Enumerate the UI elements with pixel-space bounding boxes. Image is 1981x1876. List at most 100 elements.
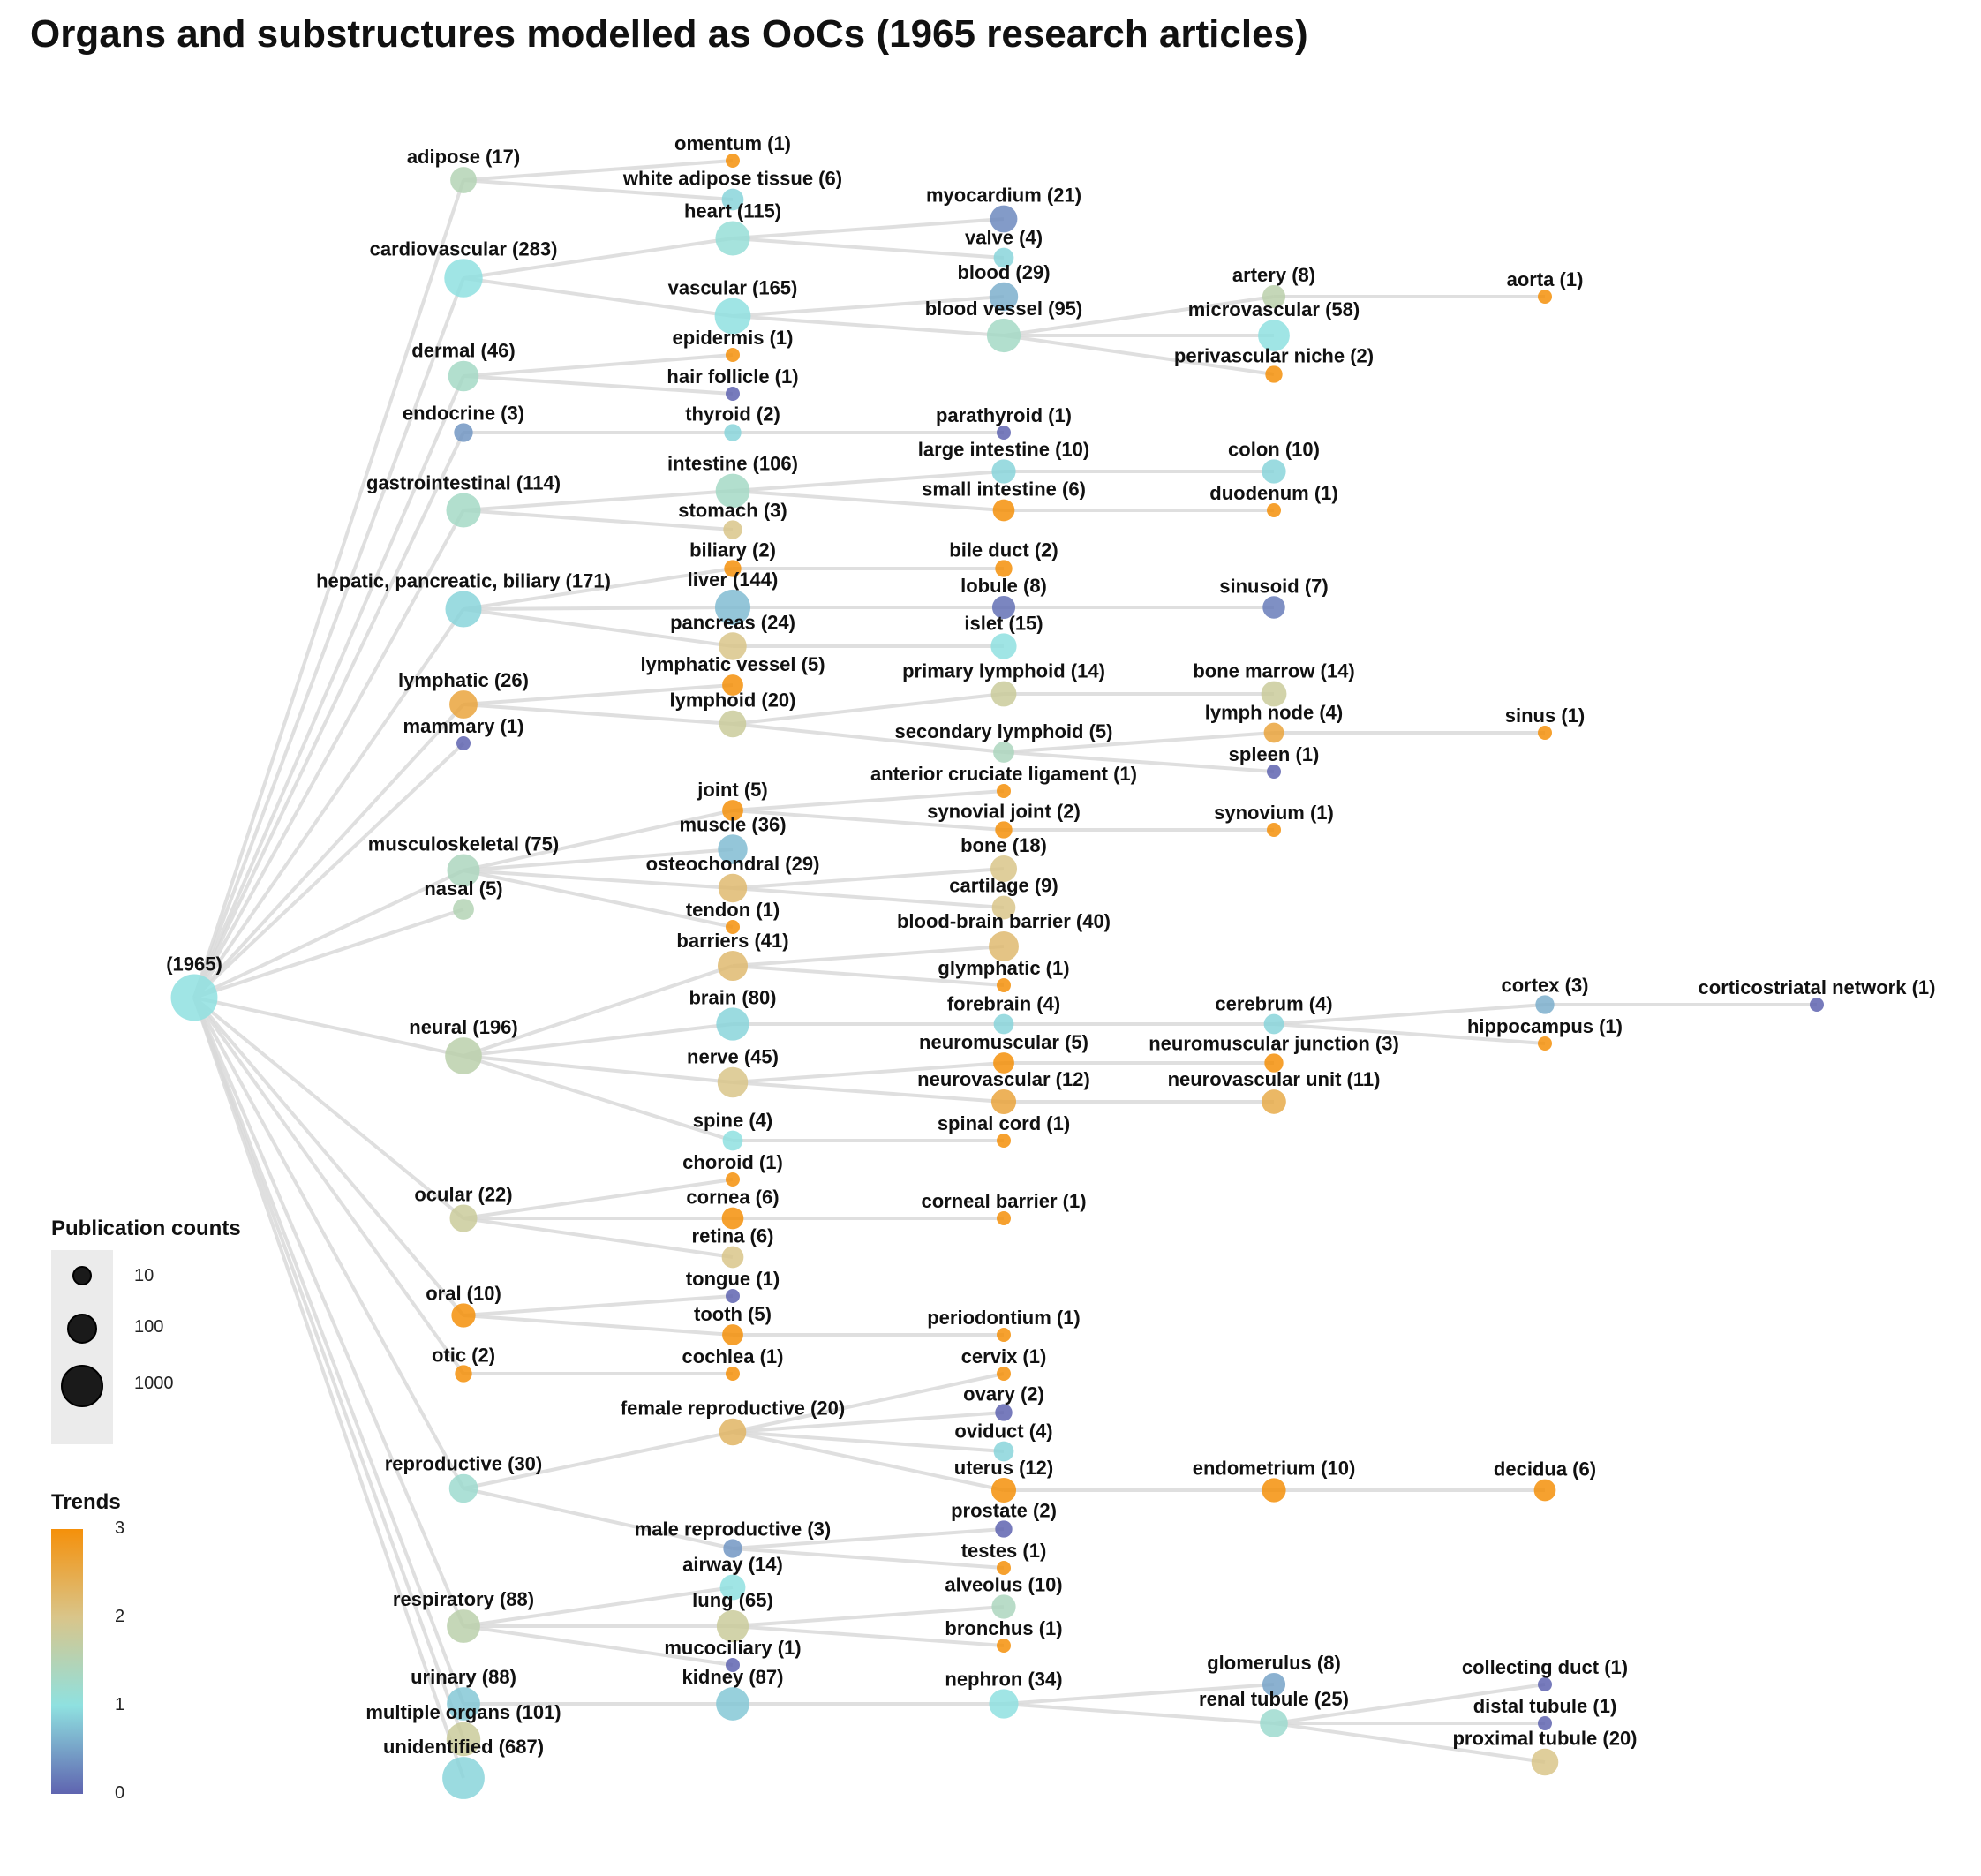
node-label-perivascular: perivascular niche (2) bbox=[1174, 344, 1374, 366]
node-primlymph bbox=[990, 681, 1017, 707]
edge-root-hpb bbox=[192, 607, 465, 999]
node-smallint bbox=[992, 499, 1015, 522]
edge-lymphoid-primlymph bbox=[732, 692, 1005, 726]
node-ocular bbox=[449, 1204, 478, 1232]
node-label-lymphnode: lymph node (4) bbox=[1205, 702, 1343, 724]
edge-malerepro-testes bbox=[732, 1547, 1005, 1570]
node-label-alveolus: alveolus (10) bbox=[945, 1573, 1062, 1595]
node-label-biliary: biliary (2) bbox=[689, 539, 776, 561]
node-label-adipose: adipose (17) bbox=[407, 146, 520, 168]
colorbar-label-0: 0 bbox=[115, 1783, 125, 1803]
node-resp bbox=[447, 1609, 480, 1643]
node-label-cornealbarrier: corneal barrier (1) bbox=[921, 1190, 1086, 1212]
node-repro bbox=[448, 1473, 478, 1503]
edge-bloodvessel-perivascular bbox=[1003, 334, 1275, 376]
node-label-dermal: dermal (46) bbox=[411, 340, 515, 362]
node-label-otic: otic (2) bbox=[432, 1344, 495, 1366]
node-label-corticostriatal: corticostriatal network (1) bbox=[1699, 976, 1936, 998]
node-malerepro bbox=[723, 1539, 742, 1558]
node-barriers bbox=[717, 950, 749, 982]
edge-hpb-biliary bbox=[463, 567, 734, 611]
node-label-decidua: decidua (6) bbox=[1494, 1458, 1596, 1480]
size-dot-medium bbox=[67, 1314, 97, 1344]
node-label-myocardium: myocardium (21) bbox=[926, 185, 1081, 207]
edge-repro-femrepro bbox=[463, 1430, 734, 1490]
node-neurovascular bbox=[990, 1089, 1017, 1115]
node-ovary bbox=[995, 1404, 1013, 1421]
node-label-glymphatic: glymphatic (1) bbox=[938, 957, 1069, 979]
edge-cardio-vascular bbox=[463, 276, 734, 318]
edge-intestine-smallint bbox=[732, 489, 1005, 512]
edge-joint-acl bbox=[732, 789, 1005, 812]
node-cornea bbox=[721, 1207, 744, 1230]
node-kidney bbox=[716, 1687, 749, 1721]
node-bbb bbox=[989, 931, 1019, 961]
node-label-root: (1965) bbox=[166, 953, 222, 976]
colorbar-tick-2 bbox=[83, 1616, 90, 1618]
colorbar-tick-1 bbox=[83, 1705, 90, 1706]
node-unidentified bbox=[442, 1757, 485, 1799]
node-label-omentum: omentum (1) bbox=[674, 132, 791, 154]
node-label-valve: valve (4) bbox=[965, 227, 1043, 249]
node-label-neurovascular: neurovascular (12) bbox=[917, 1068, 1090, 1090]
node-label-aorta: aorta (1) bbox=[1507, 268, 1584, 290]
size-legend: Publication counts 10 100 1000 bbox=[51, 1217, 241, 1444]
edge-seclymph-spleen bbox=[1003, 750, 1275, 773]
node-heart bbox=[715, 221, 750, 256]
node-oviduct bbox=[993, 1441, 1014, 1462]
node-label-nerve: nerve (45) bbox=[687, 1046, 779, 1068]
node-uterus bbox=[990, 1477, 1017, 1503]
node-lymphoid bbox=[719, 710, 747, 738]
edge-root-gi bbox=[192, 509, 465, 998]
edge-femrepro-oviduct bbox=[732, 1430, 1005, 1453]
edge-msk-osteochondral bbox=[463, 869, 734, 890]
node-spleen bbox=[1267, 765, 1281, 779]
node-label-pancreas: pancreas (24) bbox=[670, 611, 795, 633]
node-bonemarrow bbox=[1261, 681, 1287, 707]
colorbar-label-2: 2 bbox=[115, 1607, 125, 1626]
node-choroid bbox=[726, 1172, 740, 1187]
node-label-microvascular: microvascular (58) bbox=[1188, 298, 1360, 320]
node-label-tongue: tongue (1) bbox=[686, 1268, 780, 1290]
node-lobule bbox=[991, 595, 1016, 620]
node-prostate bbox=[995, 1520, 1013, 1538]
node-cervix bbox=[997, 1367, 1011, 1381]
node-spine bbox=[722, 1130, 743, 1151]
edge-femrepro-cervix bbox=[732, 1372, 1005, 1434]
node-label-unidentified: unidentified (687) bbox=[383, 1736, 544, 1758]
edge-malerepro-prostate bbox=[732, 1527, 1005, 1550]
node-duodenum bbox=[1267, 503, 1281, 517]
node-label-tooth: tooth (5) bbox=[694, 1303, 772, 1325]
edge-cerebrum-cortex bbox=[1273, 1003, 1546, 1026]
edge-neural-nerve bbox=[463, 1054, 734, 1084]
node-label-distal: distal tubule (1) bbox=[1473, 1695, 1617, 1717]
node-multiple bbox=[446, 1722, 481, 1757]
node-label-spleen: spleen (1) bbox=[1229, 743, 1320, 765]
node-artery bbox=[1262, 284, 1286, 309]
edge-lung-alveolus bbox=[732, 1605, 1005, 1628]
colorbar-label-1: 1 bbox=[115, 1695, 125, 1714]
node-aorta bbox=[1538, 290, 1552, 304]
node-bloodvessel bbox=[986, 318, 1021, 353]
edge-oral-tongue bbox=[463, 1294, 734, 1317]
edge-heart-valve bbox=[732, 237, 1005, 260]
edge-nerve-neurovascular bbox=[732, 1081, 1005, 1104]
node-adipose bbox=[450, 167, 477, 193]
node-label-hairfollicle: hair follicle (1) bbox=[667, 365, 798, 388]
edge-root-repro bbox=[192, 997, 465, 1489]
node-cardio bbox=[444, 259, 483, 298]
edge-femrepro-ovary bbox=[732, 1411, 1005, 1434]
node-label-neuromuscular: neuromuscular (5) bbox=[919, 1031, 1088, 1053]
edge-joint-synjoint bbox=[732, 809, 1005, 832]
node-label-lung: lung (65) bbox=[692, 1589, 773, 1611]
node-label-spinalcord: spinal cord (1) bbox=[938, 1112, 1070, 1134]
node-sinusoid bbox=[1262, 596, 1285, 619]
node-label-thyroid: thyroid (2) bbox=[685, 403, 780, 425]
colorbar-label-3: 3 bbox=[115, 1518, 125, 1538]
edge-neural-brain bbox=[463, 1022, 734, 1058]
edge-root-ocular bbox=[192, 996, 465, 1220]
node-label-uterus: uterus (12) bbox=[954, 1457, 1053, 1479]
node-hairfollicle bbox=[726, 387, 740, 401]
edge-msk-tendon bbox=[463, 869, 734, 929]
